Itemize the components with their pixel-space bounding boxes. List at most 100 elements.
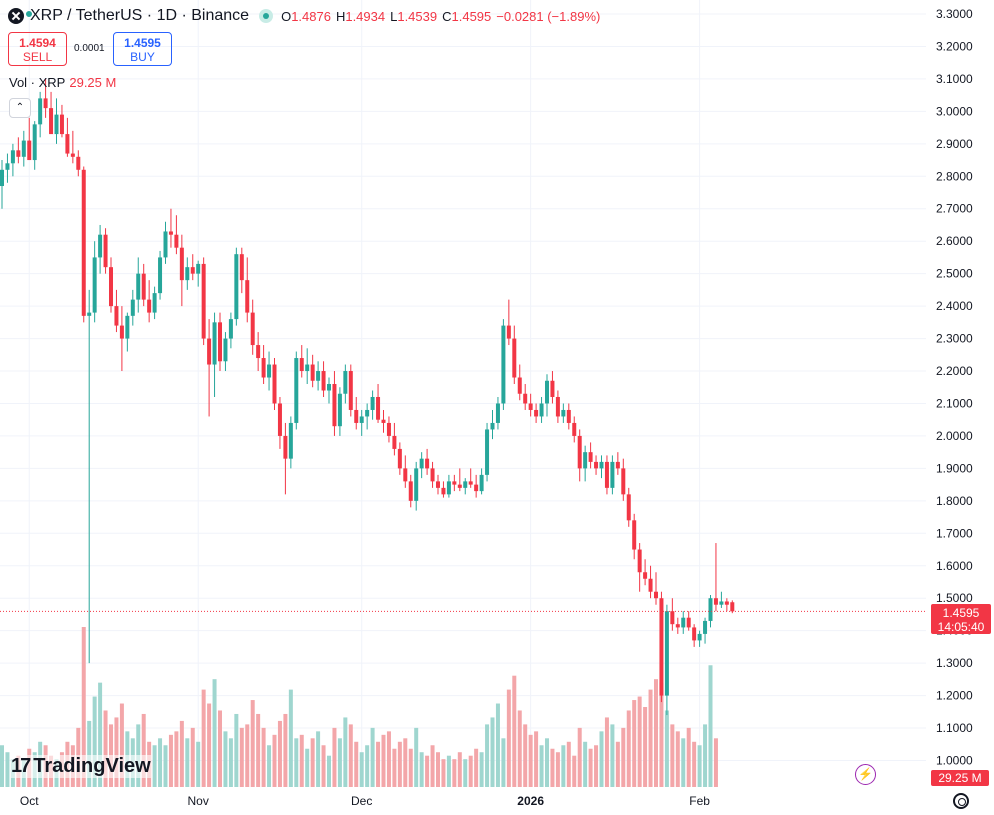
candle bbox=[158, 250, 163, 300]
candle bbox=[337, 387, 342, 436]
candle-body bbox=[228, 319, 233, 339]
volume-bar bbox=[316, 731, 321, 787]
candle-body bbox=[98, 234, 103, 258]
candle-body bbox=[615, 461, 620, 469]
candle bbox=[686, 611, 691, 631]
volume-bar bbox=[545, 738, 549, 787]
candle-body bbox=[174, 234, 179, 248]
candle bbox=[288, 416, 293, 469]
candle bbox=[392, 422, 397, 456]
time-tick-label: Nov bbox=[188, 794, 209, 808]
candle-body bbox=[517, 377, 522, 394]
tradingview-logo[interactable]: 17 TradingView bbox=[11, 755, 151, 778]
candle-body bbox=[76, 156, 81, 170]
volume-value: 29.25 M bbox=[69, 75, 117, 90]
volume-bar bbox=[517, 710, 522, 787]
candle bbox=[506, 299, 511, 346]
candle bbox=[724, 598, 729, 612]
volume-bar bbox=[479, 752, 484, 787]
candle-body bbox=[316, 371, 321, 381]
candle-body bbox=[327, 384, 331, 391]
candle-body bbox=[403, 468, 408, 482]
candle-body bbox=[87, 312, 92, 316]
volume-bar bbox=[599, 731, 604, 787]
candle bbox=[21, 130, 26, 167]
candle bbox=[343, 364, 348, 404]
candle-body bbox=[223, 338, 228, 362]
volume-bar bbox=[212, 679, 217, 787]
candle bbox=[109, 257, 113, 313]
volume-bar bbox=[103, 710, 108, 787]
exchange-logo-icon bbox=[25, 10, 33, 18]
chevron-up-icon[interactable]: ⌃ bbox=[9, 98, 31, 118]
close-value: 1.4595 bbox=[451, 8, 492, 24]
candle-body bbox=[359, 416, 364, 423]
candle-body bbox=[670, 611, 675, 625]
volume-bar bbox=[446, 755, 451, 787]
candle bbox=[376, 384, 381, 423]
bar-countdown: 14:05:40 bbox=[937, 620, 985, 634]
tradingview-wordmark: TradingView bbox=[33, 755, 151, 777]
candle-body bbox=[119, 325, 124, 339]
candle-body bbox=[256, 345, 261, 359]
candle-body bbox=[310, 364, 315, 381]
candle-body bbox=[32, 124, 37, 161]
candle-body bbox=[272, 364, 277, 404]
candle-body bbox=[539, 403, 544, 417]
candle-body bbox=[163, 231, 168, 258]
symbol-title[interactable]: XRP / TetherUS · 1D · Binance bbox=[30, 7, 250, 24]
candle-body bbox=[588, 452, 593, 462]
volume-bar bbox=[283, 713, 288, 787]
candle bbox=[87, 289, 92, 664]
volume-bar bbox=[381, 734, 386, 787]
candle-body bbox=[190, 267, 195, 274]
volume-legend[interactable]: Vol · XRP 29.25 M bbox=[9, 75, 116, 90]
volume-bar bbox=[299, 734, 304, 787]
candle bbox=[365, 403, 370, 430]
candle-body bbox=[730, 602, 735, 612]
volume-bar bbox=[670, 724, 675, 787]
price-tick-label: 1.7000 bbox=[936, 526, 973, 540]
price-tick-label: 2.8000 bbox=[936, 169, 973, 183]
candle bbox=[168, 208, 173, 248]
sell-button[interactable]: 1.4594 SELL bbox=[8, 32, 67, 66]
candle-body bbox=[463, 481, 468, 488]
candle-body bbox=[501, 325, 506, 404]
candle bbox=[119, 306, 124, 372]
candle bbox=[670, 598, 675, 631]
candle bbox=[604, 455, 609, 495]
volume-bar bbox=[272, 734, 277, 787]
volume-bar bbox=[485, 724, 490, 787]
volume-bar bbox=[348, 724, 353, 787]
candle bbox=[359, 409, 364, 436]
lightning-icon[interactable]: ⚡ bbox=[855, 764, 876, 785]
candle-body bbox=[566, 409, 571, 423]
grid-lines bbox=[0, 0, 926, 787]
gear-icon[interactable] bbox=[953, 793, 969, 809]
candle bbox=[147, 280, 152, 323]
price-tick-label: 2.0000 bbox=[936, 429, 973, 443]
candle bbox=[588, 442, 593, 469]
volume-bar bbox=[261, 727, 266, 787]
candle bbox=[223, 332, 228, 372]
price-tick-label: 2.9000 bbox=[936, 137, 973, 151]
price-axis[interactable]: 3.3000 3.2000 3.1000 3.0000 2.9000 2.8000 2.70… bbox=[936, 7, 973, 768]
close-icon[interactable] bbox=[8, 8, 24, 24]
volume-bar bbox=[359, 752, 364, 787]
candle-body bbox=[337, 393, 342, 427]
volume-bar bbox=[457, 752, 462, 787]
candle bbox=[43, 78, 48, 118]
candle-body bbox=[179, 247, 184, 281]
buy-button[interactable]: 1.4595 BUY bbox=[113, 32, 172, 66]
time-axis[interactable]: Oct Nov Dec 2026 Feb bbox=[20, 794, 710, 808]
volume-bar bbox=[81, 627, 86, 787]
price-tick-label: 2.2000 bbox=[936, 364, 973, 378]
volume-bar bbox=[583, 741, 588, 787]
candle bbox=[92, 241, 97, 323]
volume-bar bbox=[654, 679, 658, 787]
volume-bar bbox=[277, 720, 282, 787]
volume-bar bbox=[141, 713, 146, 787]
candle bbox=[49, 91, 54, 135]
candle-body bbox=[572, 422, 577, 436]
